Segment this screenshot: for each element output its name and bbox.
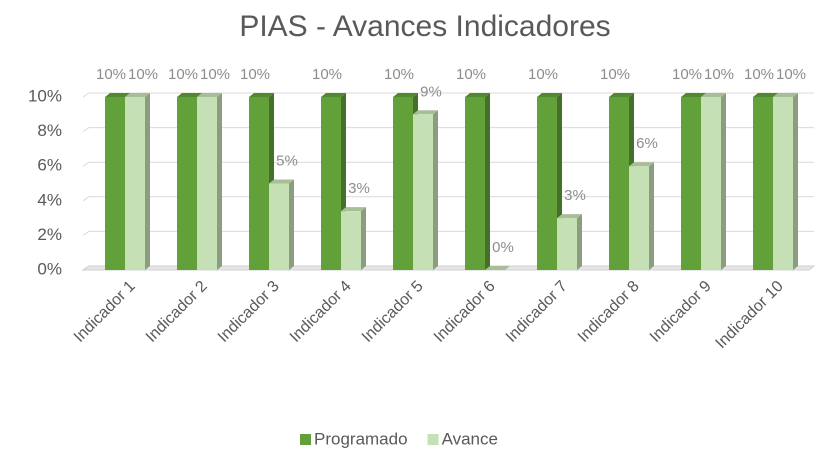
bar-side <box>649 162 654 270</box>
data-label: 0% <box>492 239 514 256</box>
bar-top <box>773 93 798 97</box>
bar-side <box>217 93 222 270</box>
grid-line <box>82 161 814 167</box>
bar <box>197 97 217 270</box>
x-tick-label: Indicador 7 <box>503 278 571 346</box>
data-label: 3% <box>348 180 370 197</box>
bar-top <box>537 93 562 97</box>
bar-top <box>485 266 510 270</box>
bar <box>321 97 341 270</box>
bar-side <box>485 93 490 270</box>
bar-top <box>197 93 222 97</box>
x-tick-label: Indicador 8 <box>575 278 643 346</box>
data-label: 10% <box>704 66 734 83</box>
data-label: 6% <box>636 135 658 152</box>
bar-top <box>609 93 634 97</box>
y-tick-label: 10% <box>28 86 62 105</box>
x-tick-label: Indicador 1 <box>71 278 139 346</box>
x-tick-label: Indicador 5 <box>359 278 427 346</box>
bar-side <box>577 214 582 270</box>
grid-line <box>82 196 814 202</box>
bar <box>413 114 433 270</box>
bar-side <box>361 207 366 270</box>
bar-side <box>289 179 294 270</box>
data-label: 5% <box>276 152 298 169</box>
y-tick-label: 2% <box>37 225 62 244</box>
data-label: 10% <box>744 66 774 83</box>
legend-label: Avance <box>442 429 498 448</box>
bar-top <box>105 93 130 97</box>
bar-side <box>721 93 726 270</box>
bar-side <box>793 93 798 270</box>
bar-top <box>681 93 706 97</box>
bar-top <box>177 93 202 97</box>
data-label: 10% <box>528 66 558 83</box>
y-tick-label: 6% <box>37 156 62 175</box>
data-label: 3% <box>564 187 586 204</box>
bar <box>537 97 557 270</box>
x-tick-label: Indicador 10 <box>713 278 787 352</box>
bar-top <box>393 93 418 97</box>
x-tick-label: Indicador 9 <box>647 278 715 346</box>
bar-side <box>433 110 438 270</box>
bar <box>177 97 197 270</box>
legend-label: Programado <box>314 429 408 448</box>
bar <box>341 211 361 270</box>
data-label: 10% <box>776 66 806 83</box>
y-tick-label: 0% <box>37 259 62 278</box>
bar <box>125 97 145 270</box>
bar-top <box>557 214 582 219</box>
bar-top <box>413 110 438 115</box>
bar <box>753 97 773 270</box>
x-tick-label: Indicador 2 <box>143 278 211 346</box>
data-label: 10% <box>168 66 198 83</box>
bar-top <box>125 93 150 97</box>
x-tick-label: Indicador 4 <box>287 278 355 346</box>
data-label: 10% <box>128 66 158 83</box>
bar-top <box>701 93 726 97</box>
bar <box>681 97 701 270</box>
data-label: 10% <box>672 66 702 83</box>
bar <box>249 97 269 270</box>
bar-top <box>249 93 274 97</box>
bar <box>773 97 793 270</box>
y-tick-label: 8% <box>37 121 62 140</box>
bar-top <box>465 93 490 97</box>
bar <box>465 97 485 270</box>
x-tick-label: Indicador 3 <box>215 278 283 346</box>
bar-top <box>341 207 366 212</box>
bar <box>609 97 629 270</box>
bar <box>393 97 413 270</box>
data-label: 10% <box>240 66 270 83</box>
bar-top <box>321 93 346 97</box>
bar <box>105 97 125 270</box>
data-label: 10% <box>600 66 630 83</box>
data-label: 10% <box>384 66 414 83</box>
grid-line <box>82 127 814 133</box>
bar-top <box>629 162 654 167</box>
data-label: 10% <box>96 66 126 83</box>
x-tick-label: Indicador 6 <box>431 278 499 346</box>
bar-side <box>145 93 150 270</box>
data-label: 10% <box>312 66 342 83</box>
data-label: 10% <box>456 66 486 83</box>
data-label: 10% <box>200 66 230 83</box>
bar <box>701 97 721 270</box>
data-label: 9% <box>420 83 442 100</box>
legend-swatch <box>300 434 311 445</box>
grid-line <box>82 92 814 98</box>
y-tick-label: 4% <box>37 190 62 209</box>
bar <box>269 183 289 270</box>
bar-top <box>269 179 294 184</box>
bar <box>557 218 577 270</box>
bar <box>629 166 649 270</box>
legend-swatch <box>427 434 439 445</box>
bar-top <box>753 93 778 97</box>
chart-title: PIAS - Avances Indicadores <box>239 10 610 43</box>
